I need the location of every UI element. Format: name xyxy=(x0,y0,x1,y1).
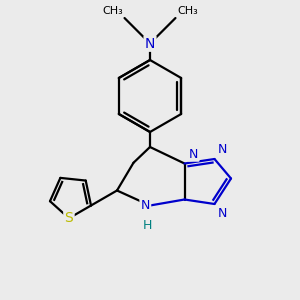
Text: N: N xyxy=(218,207,227,220)
Text: H: H xyxy=(143,219,152,232)
Text: N: N xyxy=(141,199,150,212)
Text: N: N xyxy=(145,37,155,50)
Text: N: N xyxy=(218,143,227,156)
Text: N: N xyxy=(189,148,198,160)
Text: CH₃: CH₃ xyxy=(177,6,198,16)
Text: S: S xyxy=(64,211,73,225)
Text: CH₃: CH₃ xyxy=(102,6,123,16)
